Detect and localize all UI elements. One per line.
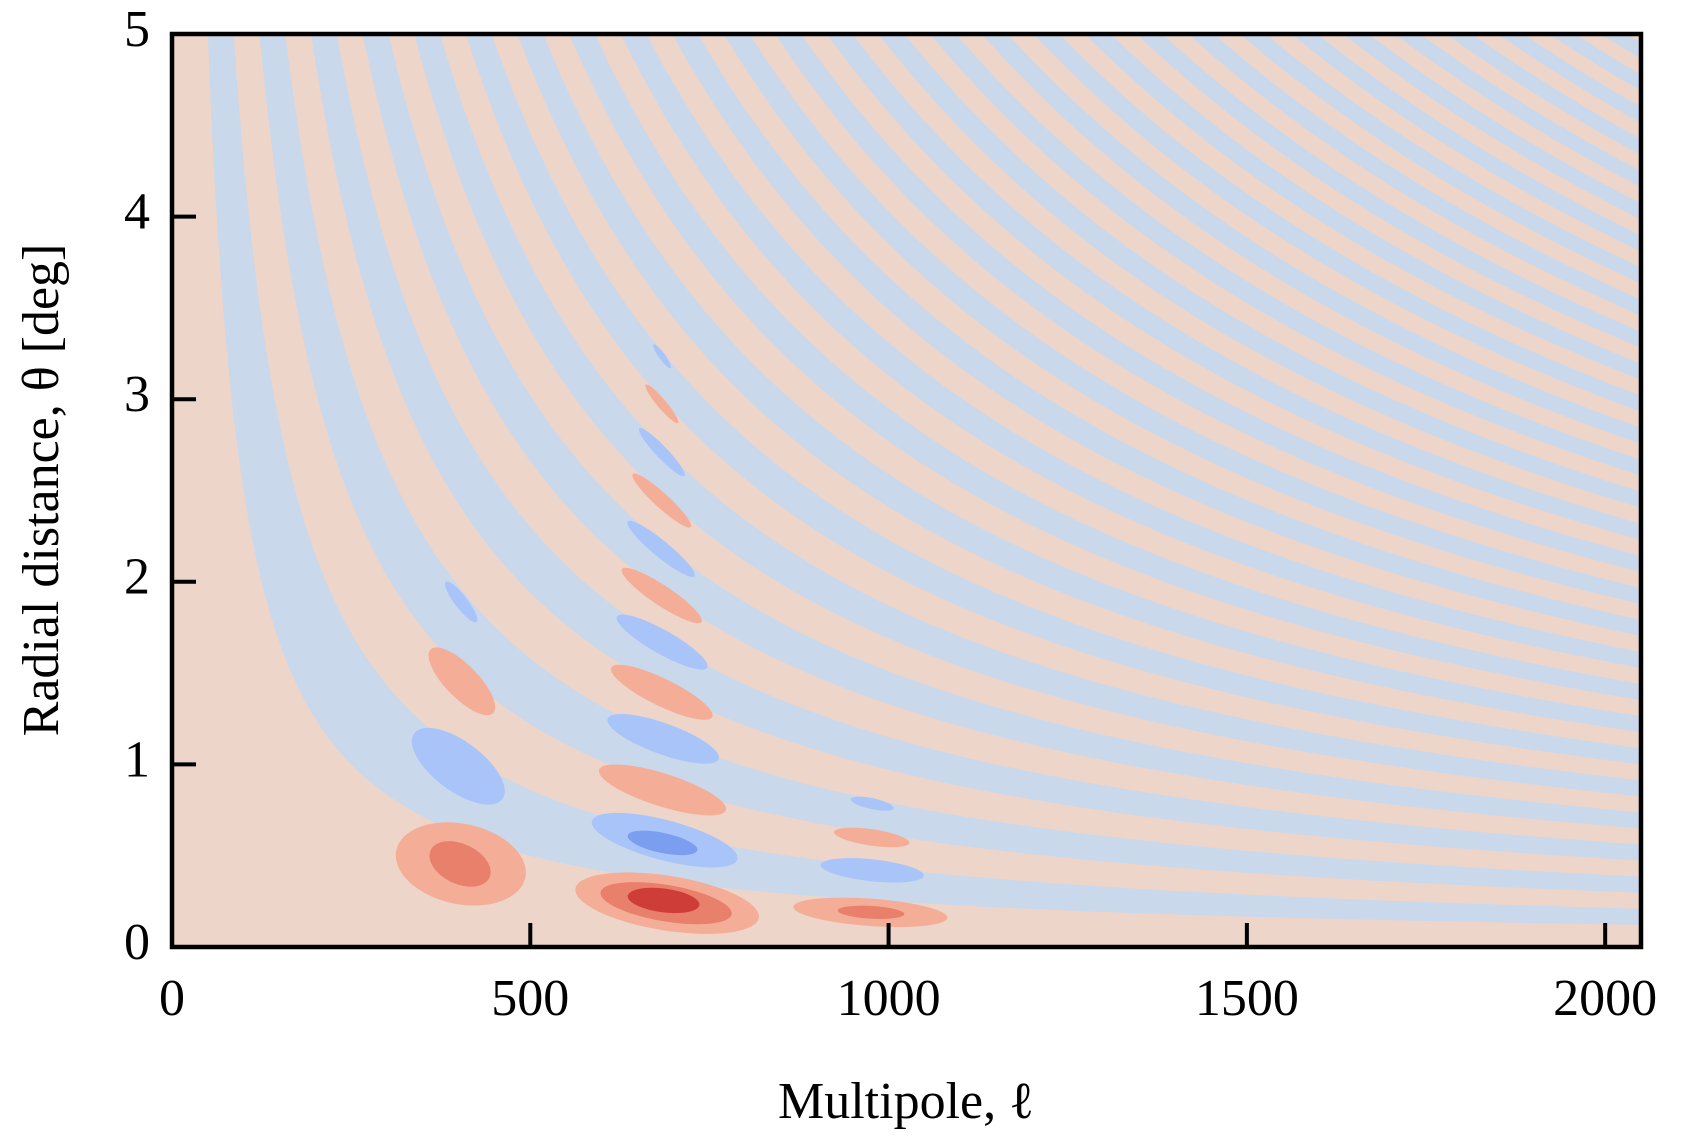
contour-region <box>627 830 698 856</box>
contour-region <box>607 714 720 764</box>
y-tick-label: 4 <box>124 184 150 241</box>
contour-region <box>616 614 708 670</box>
contour-region <box>837 905 905 919</box>
contour-band <box>1394 34 1641 188</box>
contour-region <box>429 841 491 887</box>
y-tick-label: 3 <box>124 366 150 423</box>
x-tick-label: 1500 <box>1195 970 1299 1027</box>
contour-band <box>1033 34 1641 412</box>
y-tick-label: 2 <box>124 549 150 606</box>
y-tick-label: 0 <box>124 914 150 971</box>
contour-band <box>1497 34 1641 124</box>
contour-band <box>1600 34 1641 59</box>
x-tick-label: 2000 <box>1553 970 1657 1027</box>
contour-region <box>834 827 910 848</box>
x-tick-label: 500 <box>491 970 569 1027</box>
y-tick-label: 5 <box>124 1 150 58</box>
x-axis-label: Multipole, ℓ <box>778 1073 1034 1130</box>
contour-band <box>1549 34 1641 91</box>
contour-region <box>621 567 702 624</box>
contour-band <box>1446 34 1641 156</box>
contour-band <box>1188 34 1641 316</box>
contour-region <box>638 428 685 477</box>
contour-band <box>1342 34 1641 220</box>
contour-band <box>1239 34 1641 284</box>
contour-band <box>311 34 1641 861</box>
contour-region <box>850 796 894 811</box>
y-axis-label: Radial distance, θ [deg] <box>13 244 70 737</box>
contour-band <box>1084 34 1641 380</box>
contour-region <box>820 858 924 883</box>
contour-region <box>645 384 679 424</box>
contour-region <box>411 727 505 805</box>
contour-region <box>653 344 672 369</box>
contour-region <box>428 647 496 716</box>
contour-region <box>632 473 692 528</box>
contour-region <box>444 581 478 623</box>
contour-region <box>627 520 695 578</box>
x-tick-label: 1000 <box>837 970 941 1027</box>
plot-frame <box>169 31 1644 950</box>
x-tick-label: 0 <box>159 970 185 1027</box>
contour-band <box>517 34 1641 733</box>
contour-band <box>1291 34 1641 252</box>
contour-band <box>1136 34 1641 348</box>
contour-region <box>610 664 713 720</box>
plot-area <box>172 34 1641 947</box>
contour-band <box>465 34 1641 765</box>
contour-region <box>627 887 700 914</box>
contour-region <box>598 764 727 816</box>
y-tick-label: 1 <box>124 731 150 788</box>
